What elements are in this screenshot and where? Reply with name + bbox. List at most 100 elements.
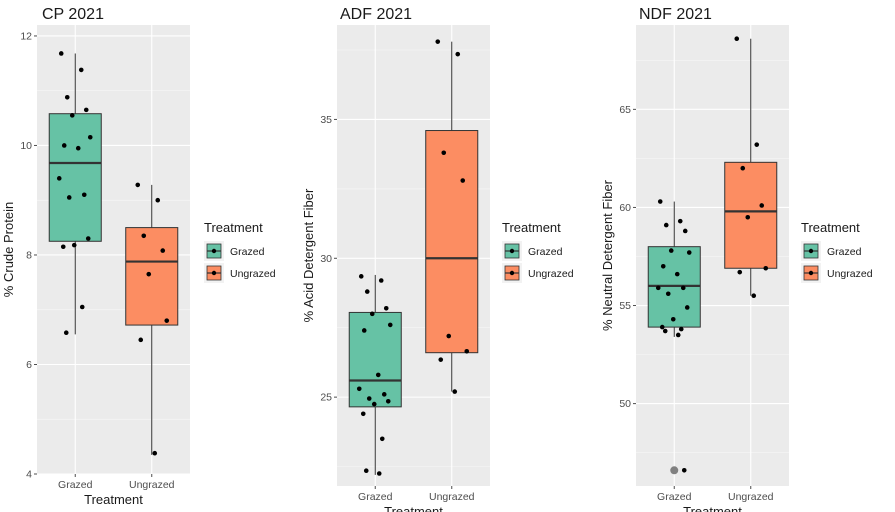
data-point <box>375 372 381 378</box>
legend-key-dot <box>211 248 217 254</box>
y-tick-label: 50 <box>619 398 631 410</box>
data-point <box>455 51 461 57</box>
data-point <box>682 228 688 234</box>
data-point <box>63 330 69 336</box>
x-tick-label: Grazed <box>358 491 393 503</box>
y-tick-label: 30 <box>320 253 332 265</box>
x-axis-title: Treatment <box>384 504 443 512</box>
data-point <box>58 51 64 56</box>
legend-key-dot <box>509 248 515 254</box>
data-point <box>160 248 166 253</box>
data-point <box>79 304 85 310</box>
data-point <box>754 142 760 147</box>
data-point <box>364 289 370 294</box>
data-point <box>751 293 757 299</box>
y-tick-label: 8 <box>26 249 32 261</box>
y-tick-label: 25 <box>320 392 332 404</box>
data-point <box>146 271 152 277</box>
data-point <box>361 328 367 333</box>
legend: Treatment Grazed Ungrazed <box>204 220 276 283</box>
data-point <box>61 143 67 148</box>
legend: Treatment Grazed Ungrazed <box>502 220 574 283</box>
x-axis-title: Treatment <box>84 492 143 507</box>
data-point <box>71 242 77 248</box>
data-point <box>446 333 452 339</box>
panel-1: 4 6 8 10 12 Grazed Ungrazed CP 2021 Treatment % C… <box>1 6 276 507</box>
y-tick-label: 65 <box>619 104 631 116</box>
legend-title: Treatment <box>801 220 860 235</box>
legend-key-dot <box>808 248 814 254</box>
data-point <box>56 176 62 181</box>
panel-title: NDF 2021 <box>639 6 712 23</box>
data-point <box>686 250 692 255</box>
legend-label: Ungrazed <box>230 268 276 280</box>
y-axis-title: % Acid Detergent Fiber <box>301 188 316 322</box>
panel-2: 25 30 35 Grazed Ungrazed ADF 2021 Treatment % A… <box>301 6 574 512</box>
data-point <box>681 468 687 473</box>
legend-key-dot <box>808 270 814 276</box>
data-point <box>387 322 393 328</box>
data-point <box>60 244 66 250</box>
data-point <box>759 203 765 208</box>
data-point <box>164 318 170 323</box>
data-point <box>155 197 161 203</box>
panel-3: 50 55 60 65 Grazed Ungrazed NDF 2021 Treatment%… <box>600 6 873 512</box>
y-tick-label: 12 <box>20 30 32 42</box>
data-point <box>381 392 387 397</box>
data-point <box>435 39 441 44</box>
data-point <box>677 218 683 224</box>
y-tick-label: 35 <box>320 114 332 126</box>
legend-label: Grazed <box>528 246 563 258</box>
data-point <box>379 436 385 442</box>
data-point <box>78 67 84 73</box>
data-point <box>460 178 466 183</box>
legend-label: Ungrazed <box>528 268 574 280</box>
legend-title: Treatment <box>502 220 561 235</box>
data-point <box>745 214 751 220</box>
y-tick-label: 60 <box>619 202 631 214</box>
data-point <box>660 263 666 269</box>
legend-key-dot <box>509 270 515 276</box>
data-point <box>670 316 676 322</box>
y-tick-label: 55 <box>619 300 631 312</box>
data-point <box>452 389 458 394</box>
legend-label: Grazed <box>230 246 265 258</box>
y-axis-title: % Neutral Detergent Fiber <box>600 179 615 331</box>
x-tick-label: Grazed <box>58 479 93 491</box>
legend-label: Grazed <box>827 246 862 258</box>
data-point <box>75 145 81 151</box>
data-point <box>135 182 141 188</box>
data-point <box>69 113 75 118</box>
data-point <box>358 274 364 279</box>
data-point <box>675 332 681 338</box>
data-point <box>734 36 740 42</box>
box-grazed <box>48 113 102 242</box>
data-point <box>438 357 444 362</box>
box-ungrazed <box>425 130 479 354</box>
data-point <box>383 305 389 311</box>
data-point <box>366 396 372 401</box>
data-point <box>378 278 384 283</box>
data-point <box>141 233 147 239</box>
data-point <box>376 471 382 476</box>
data-point <box>363 468 369 474</box>
x-axis-title: Treatment <box>683 504 742 512</box>
data-point <box>680 285 686 291</box>
data-point <box>87 134 93 140</box>
panel-title: ADF 2021 <box>340 6 412 23</box>
data-point <box>665 291 671 297</box>
legend-key-dot <box>211 270 217 276</box>
data-point <box>152 450 158 456</box>
data-point <box>657 199 663 204</box>
box-grazed <box>348 311 402 408</box>
data-point <box>740 165 746 171</box>
legend-label: Ungrazed <box>827 268 873 280</box>
legend-title: Treatment <box>204 220 263 235</box>
data-point <box>360 411 366 417</box>
data-point <box>737 269 743 275</box>
y-tick-label: 4 <box>26 469 32 481</box>
data-point <box>356 386 362 392</box>
data-point <box>369 311 375 317</box>
data-point <box>663 222 669 228</box>
